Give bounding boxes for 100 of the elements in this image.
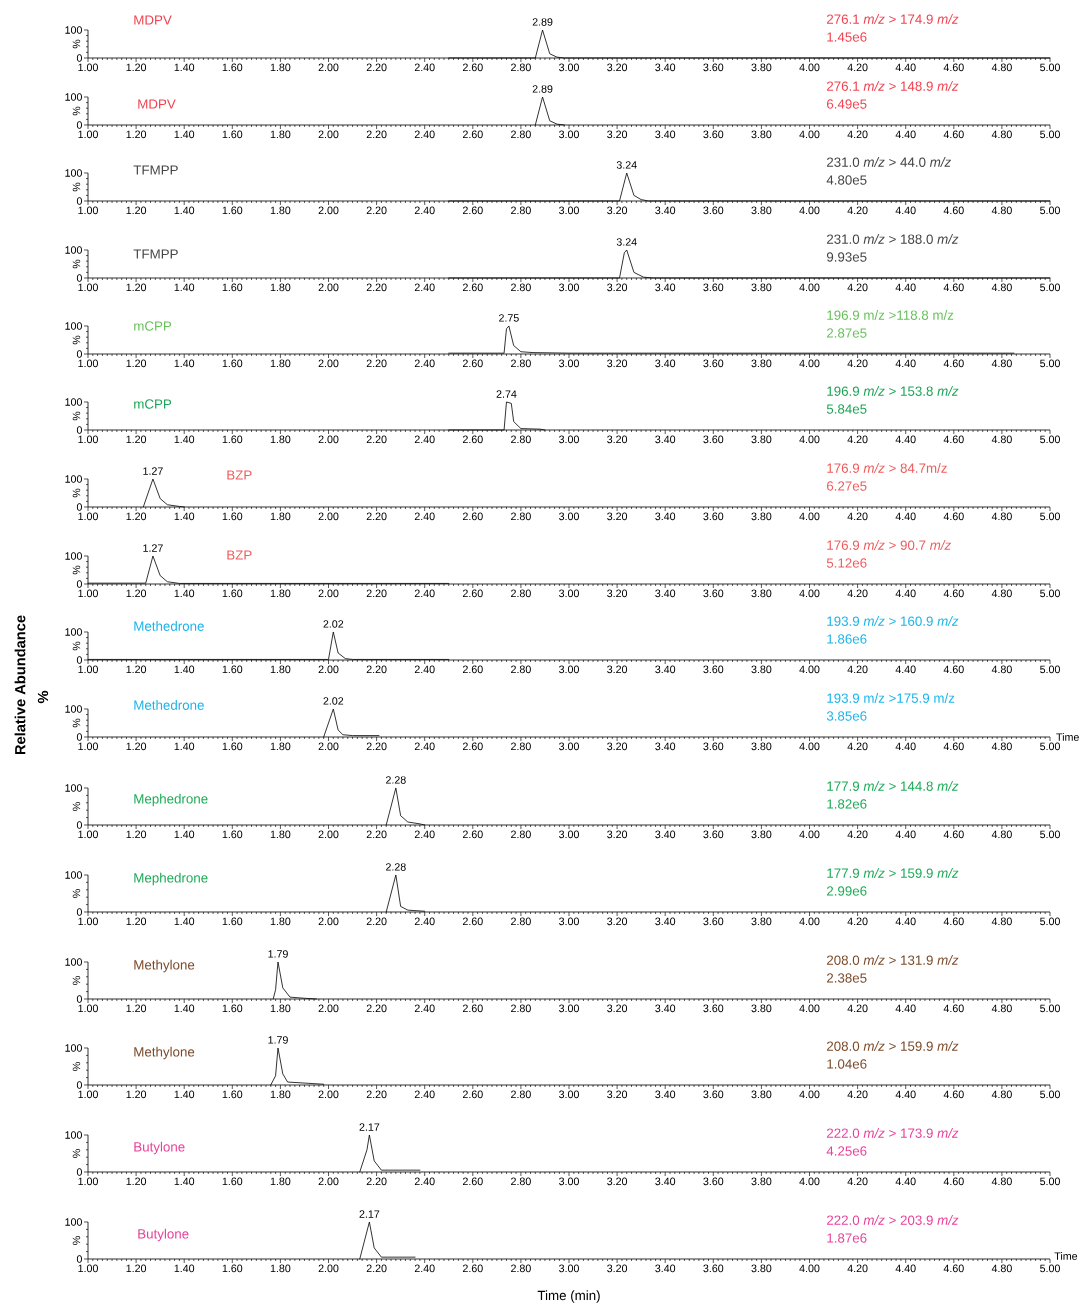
x-tick-label: 3.00 [559, 359, 579, 368]
x-tick-label: 4.40 [895, 917, 916, 926]
y-axis-title: % [72, 335, 81, 345]
x-tick-label: 3.20 [607, 917, 628, 926]
x-tick-label: 4.00 [799, 830, 820, 839]
annotation: 1.86e6 [827, 634, 867, 644]
x-tick-label: 3.60 [703, 742, 724, 751]
x-tick-label: 1.80 [270, 283, 291, 292]
x-tick-label: 3.20 [607, 665, 628, 674]
x-tick-label: 3.40 [655, 63, 676, 72]
y-tick-label: 0 [76, 1081, 82, 1089]
annotation: 5.12e6 [826, 558, 867, 568]
x-tick-label: 3.60 [703, 435, 724, 444]
text: 276.1 m/z > 174.9 m/z [826, 14, 959, 24]
x-tick-label: 4.80 [991, 63, 1012, 72]
y-tick-label: 100 [65, 93, 82, 101]
x-tick-label: 4.20 [847, 830, 868, 839]
x-tick-label: 3.20 [607, 359, 628, 368]
annotation: TFMPP [133, 249, 178, 259]
y-tick-label: 0 [76, 1255, 82, 1263]
x-tick-label: 2.20 [366, 1004, 387, 1013]
x-tick-label: 2.40 [414, 359, 435, 368]
annotation: Methedrone [134, 700, 204, 710]
x-tick-label: 4.60 [943, 63, 964, 72]
x-tick-label: 4.60 [943, 435, 964, 444]
x-tick-label: 1.60 [222, 830, 243, 839]
annotation: 1.82e6 [827, 799, 867, 809]
x-tick-label: 1.80 [270, 589, 291, 598]
x-tick-label: 5.00 [1040, 665, 1060, 674]
x-tick-label: 4.40 [895, 742, 916, 751]
annotation: Methylone [134, 1046, 195, 1060]
x-tick-label: 5.00 [1040, 917, 1060, 926]
x-tick-label: 3.00 [559, 512, 579, 521]
x-tick-label: 3.40 [655, 589, 676, 598]
annotation: MDPV [138, 99, 176, 109]
x-tick-label: 2.00 [318, 512, 339, 521]
x-tick-label: 2.60 [462, 359, 483, 368]
x-tick-label: 1.00 [78, 742, 98, 751]
x-tick-label: 2.20 [366, 1177, 387, 1186]
x-tick-label: 4.00 [799, 512, 820, 521]
x-tick-label: 3.80 [751, 917, 772, 926]
annotation: Butylone [138, 1228, 189, 1242]
y-tick-label: 100 [65, 784, 82, 792]
x-tick-label: 3.00 [559, 130, 579, 139]
y-axis-title: % [72, 802, 81, 811]
x-tick-label: 5.00 [1040, 589, 1060, 598]
x-tick-label: 3.20 [607, 1264, 628, 1273]
x-tick-label: 1.00 [78, 359, 98, 368]
x-tick-label: 2.00 [318, 589, 339, 598]
x-tick-label: 4.80 [991, 1090, 1012, 1099]
x-tick-label: 1.00 [78, 63, 98, 72]
x-tick-label: 1.40 [174, 1177, 195, 1186]
x-tick-label: 5.00 [1040, 206, 1060, 215]
x-tick-label: 3.20 [607, 1004, 628, 1013]
x-tick-label: 1.20 [126, 283, 147, 292]
x-tick-label: 1.80 [270, 130, 291, 139]
text: % [37, 690, 49, 704]
x-tick-label: 4.40 [895, 512, 916, 521]
x-tick-label: 4.60 [943, 665, 964, 674]
annotation: 4.80e5 [826, 175, 867, 185]
x-tick-label: 1.40 [174, 130, 195, 139]
annotation: 222.0 m/z > 173.9 m/z [826, 1128, 959, 1138]
x-tick-label: 3.00 [559, 917, 579, 926]
x-tick-label: 1.20 [126, 435, 147, 444]
x-tick-label: 3.80 [751, 130, 772, 139]
x-tick-label: 3.40 [655, 1177, 676, 1186]
x-tick-label: 5.00 [1040, 63, 1060, 72]
y-axis-title: % [72, 259, 81, 269]
annotation: TFMPP [133, 165, 178, 175]
x-tick-label: 4.60 [943, 1264, 964, 1273]
x-tick-label: 4.20 [847, 1177, 868, 1186]
annotation: Methylone [134, 959, 195, 973]
y-tick-label: 0 [76, 503, 82, 511]
x-tick-label: 3.80 [751, 1177, 772, 1186]
x-tick-label: 4.60 [943, 359, 964, 368]
x-tick-label: 1.20 [126, 130, 147, 139]
x-tick-label: 2.40 [414, 130, 435, 139]
x-tick-label: 4.60 [943, 1004, 964, 1013]
annotation: 1.04e6 [827, 1059, 867, 1069]
y-axis-title: % [72, 565, 81, 575]
x-tick-label: 1.00 [78, 130, 98, 139]
x-tick-label: 5.00 [1040, 130, 1060, 139]
x-tick-label: 4.80 [991, 512, 1012, 521]
x-tick-label: 2.00 [318, 283, 339, 292]
x-tick-label: 4.80 [991, 917, 1012, 926]
x-tick-label: 1.80 [270, 665, 291, 674]
y-tick-label: 100 [65, 322, 82, 330]
y-tick-label: 100 [65, 246, 82, 254]
x-tick-label: 2.60 [462, 830, 483, 839]
y-tick-label: 0 [76, 821, 82, 829]
x-tick-label: 3.40 [655, 283, 676, 292]
x-tick-label: 4.60 [943, 512, 964, 521]
x-tick-label: 2.60 [462, 665, 483, 674]
x-tick-label: 1.60 [222, 589, 243, 598]
annotation: 1.45e6 [827, 32, 867, 42]
text: Methedrone [134, 621, 204, 631]
x-tick-label: 1.20 [126, 359, 147, 368]
x-tick-label: 2.40 [414, 830, 435, 839]
text: Relative Abundance [14, 615, 26, 755]
x-tick-label: 2.40 [414, 283, 435, 292]
